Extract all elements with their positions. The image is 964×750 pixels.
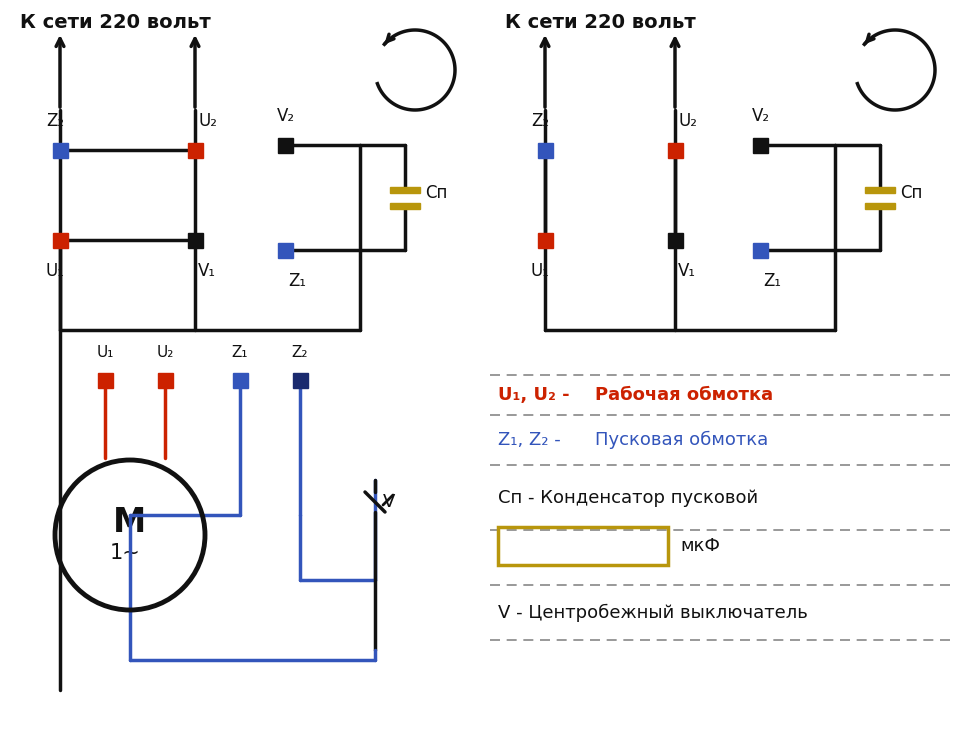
- Text: Z₂: Z₂: [531, 112, 549, 130]
- Text: Пусковая обмотка: Пусковая обмотка: [595, 430, 768, 449]
- Text: Cп: Cп: [425, 184, 447, 202]
- Bar: [667, 232, 683, 248]
- Text: Z₁: Z₁: [231, 345, 249, 360]
- Bar: [753, 242, 767, 257]
- Text: U₁: U₁: [45, 262, 65, 280]
- Bar: [232, 373, 248, 388]
- Text: Рабочая обмотка: Рабочая обмотка: [595, 386, 773, 404]
- Text: Z₁: Z₁: [288, 272, 306, 290]
- Bar: [292, 373, 308, 388]
- Bar: [753, 137, 767, 152]
- Bar: [188, 142, 202, 158]
- Text: Z₂: Z₂: [292, 345, 308, 360]
- Text: К сети 220 вольт: К сети 220 вольт: [20, 13, 211, 32]
- Bar: [390, 187, 420, 193]
- Text: Z₁: Z₁: [763, 272, 781, 290]
- Text: Z₁, Z₂ -: Z₁, Z₂ -: [498, 431, 567, 449]
- Bar: [667, 142, 683, 158]
- Text: U₁, U₂ -: U₁, U₂ -: [498, 386, 576, 404]
- Bar: [278, 137, 292, 152]
- Text: Cп - Конденсатор пусковой: Cп - Конденсатор пусковой: [498, 489, 758, 507]
- Bar: [538, 232, 552, 248]
- Text: M: M: [114, 506, 147, 539]
- Text: V₁: V₁: [198, 262, 216, 280]
- Text: К сети 220 вольт: К сети 220 вольт: [505, 13, 696, 32]
- Bar: [390, 202, 420, 208]
- Bar: [188, 232, 202, 248]
- Bar: [865, 202, 895, 208]
- Text: V₂: V₂: [752, 107, 770, 125]
- Text: U₂: U₂: [198, 112, 217, 130]
- Bar: [538, 142, 552, 158]
- Text: 1~: 1~: [110, 543, 141, 563]
- Bar: [278, 242, 292, 257]
- Bar: [865, 187, 895, 193]
- Text: V₁: V₁: [678, 262, 696, 280]
- Text: V: V: [383, 493, 395, 511]
- Bar: [97, 373, 113, 388]
- Text: U₂: U₂: [678, 112, 697, 130]
- Text: Cп: Cп: [900, 184, 923, 202]
- Text: V - Центробежный выключатель: V - Центробежный выключатель: [498, 604, 808, 622]
- Bar: [52, 232, 67, 248]
- Bar: [498, 527, 668, 565]
- Bar: [52, 142, 67, 158]
- Text: мкФ: мкФ: [680, 537, 720, 555]
- Text: U₂: U₂: [156, 345, 174, 360]
- Text: V₂: V₂: [277, 107, 295, 125]
- Text: U₁: U₁: [96, 345, 114, 360]
- Text: U₁: U₁: [530, 262, 549, 280]
- Text: Z₂: Z₂: [46, 112, 64, 130]
- Bar: [157, 373, 173, 388]
